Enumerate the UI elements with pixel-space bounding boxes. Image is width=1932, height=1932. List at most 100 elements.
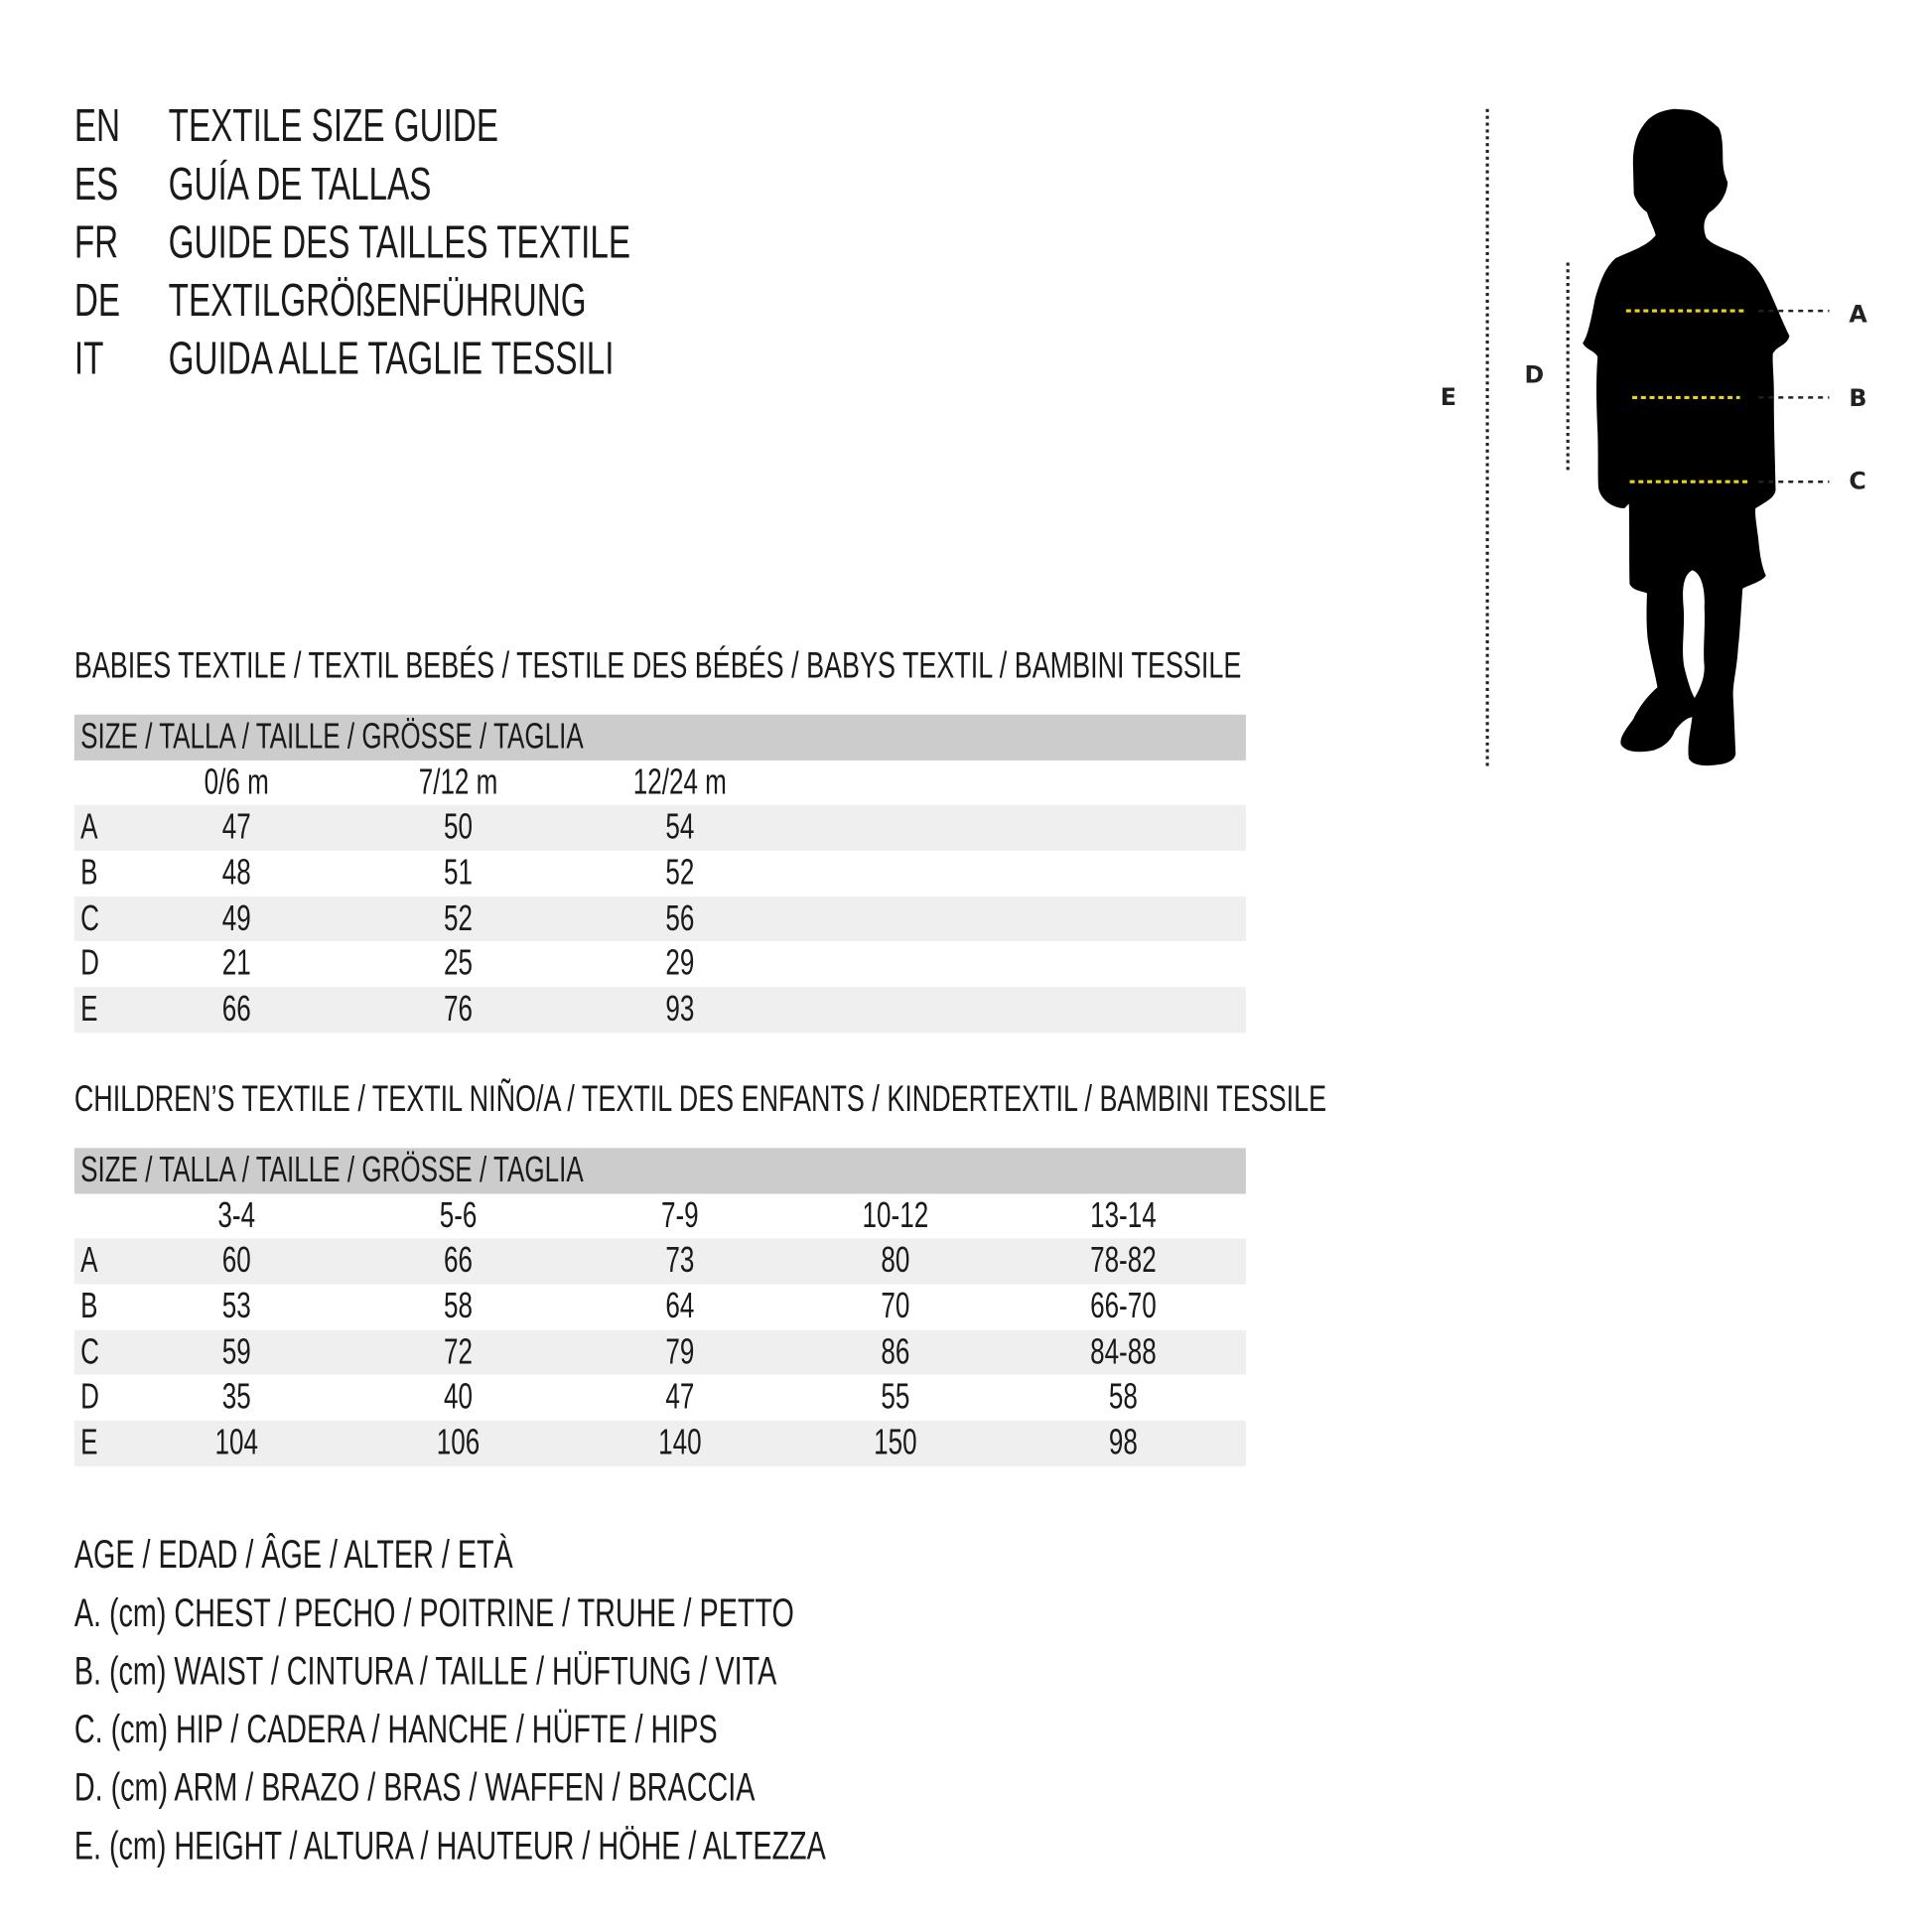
babies-size-table: SIZE / TALLA / TAILLE / GRÖSSE / TAGLIA 0… [73, 714, 1246, 1034]
row-label: B [80, 1285, 104, 1330]
language-code-text: DE [73, 274, 121, 327]
table-cell-value: 58 [444, 1287, 474, 1327]
row-label: B [80, 851, 104, 897]
table-cell: 79 [665, 1329, 720, 1375]
label-c: C [1849, 468, 1865, 495]
legend-item-text: B. (cm) WAIST / CINTURA / TAILLE / HÜFTU… [73, 1648, 777, 1694]
table-row: B 53 58 64 70 66-70 [74, 1285, 1246, 1330]
table-cell: 29 [665, 942, 720, 988]
title-text: TEXTILE SIZE GUIDE [169, 99, 627, 154]
table-cell-value: 58 [1108, 1377, 1138, 1418]
language-code-text: IT [73, 333, 104, 384]
table-cell-value: 84-88 [1090, 1331, 1157, 1372]
children-heading: CHILDREN’S TEXTILE / TEXTIL NIÑO/A / TEX… [74, 1077, 1814, 1122]
table-cell-value: 73 [665, 1241, 695, 1282]
row-label-text: D [80, 1377, 99, 1418]
legend-item: A. (cm) CHEST / PECHO / POITRINE / TRUHE… [74, 1587, 1074, 1637]
row-label: E [80, 987, 104, 1033]
table-cell: 59 [222, 1329, 276, 1375]
column-header: 7/12 m [419, 760, 569, 806]
table-cell: 60 [222, 1239, 276, 1285]
table-cell-value: 51 [444, 853, 474, 894]
column-header: 5-6 [440, 1193, 510, 1239]
table-cell: 66 [222, 987, 276, 1033]
table-cell-value: 64 [665, 1287, 695, 1327]
children-size-table: SIZE / TALLA / TAILLE / GRÖSSE / TAGLIA 3… [73, 1148, 1246, 1466]
row-label-text: A [80, 1241, 98, 1282]
size-header-label: SIZE / TALLA / TAILLE / GRÖSSE / TAGLIA [80, 715, 779, 760]
age-label: AGE / EDAD / ÂGE / ALTER / ETÀ [74, 1530, 684, 1580]
table-row: A 60 66 73 80 78-82 [73, 1238, 1246, 1285]
table-cell: 106 [437, 1421, 518, 1466]
table-cell: 55 [881, 1375, 935, 1421]
row-label: C [80, 897, 106, 942]
row-label: E [80, 1421, 104, 1466]
table-row: A 47 50 54 [73, 805, 1246, 852]
table-cell: 21 [222, 942, 276, 988]
table-row: E 104 106 140 150 98 [73, 1420, 1246, 1466]
legend-item: D. (cm) ARM / BRAZO / BRAS / WAFFEN / BR… [74, 1762, 1020, 1812]
table-cell: 86 [881, 1329, 935, 1375]
column-header-text: 7/12 m [418, 762, 498, 802]
table-cell-value: 104 [214, 1423, 258, 1463]
table-cell-value: 86 [881, 1331, 910, 1372]
table-cell-value: 54 [665, 807, 695, 848]
table-cell-value: 106 [436, 1423, 481, 1463]
table-cell: 78-82 [1090, 1239, 1215, 1285]
table-cell-value: 50 [444, 807, 474, 848]
table-cell: 80 [881, 1239, 935, 1285]
age-label-text: AGE / EDAD / ÂGE / ALTER / ETÀ [73, 1532, 513, 1577]
table-cell-value: 59 [221, 1331, 251, 1372]
column-header-text: 12/24 m [632, 762, 727, 802]
column-header-text: 13-14 [1090, 1195, 1157, 1236]
table-cell: 47 [222, 805, 276, 851]
table-cell-value: 72 [444, 1331, 474, 1372]
table-cell-value: 55 [881, 1377, 910, 1418]
title-text: GUÍA DE TALLAS [169, 157, 534, 211]
table-cell: 64 [665, 1285, 720, 1330]
child-silhouette-icon [1583, 108, 1790, 766]
table-cell-value: 35 [221, 1377, 251, 1418]
table-cell: 84-88 [1090, 1329, 1215, 1375]
table-cell-value: 70 [881, 1287, 910, 1327]
table-cell-value: 98 [1108, 1423, 1138, 1463]
language-code-text: FR [73, 216, 119, 268]
legend-item-text: C. (cm) HIP / CADERA / HANCHE / HÜFTE / … [73, 1706, 718, 1751]
label-d: D [1525, 360, 1545, 388]
label-e: E [1441, 383, 1456, 411]
table-cell-value: 79 [665, 1331, 695, 1372]
table-cell-value: 47 [665, 1377, 695, 1418]
column-header: 13-14 [1090, 1193, 1215, 1239]
title-text: TEXTILGRÖßENFÜHRUNG [169, 274, 750, 329]
table-cell: 25 [444, 942, 498, 988]
table-cell: 49 [222, 897, 276, 942]
column-header-text: 0/6 m [204, 762, 269, 802]
table-cell-value: 21 [221, 944, 251, 984]
table-cell: 70 [881, 1285, 935, 1330]
table-row: D 35 40 47 55 58 [74, 1375, 1246, 1421]
table-cell-value: 140 [658, 1423, 702, 1463]
column-header-row: 0/6 m 7/12 m 12/24 m [74, 760, 1246, 806]
table-cell: 56 [665, 897, 720, 942]
legend-item: E. (cm) HEIGHT / ALTURA / HAUTEUR / HÖHE… [74, 1821, 1118, 1870]
legend-item-text: D. (cm) ARM / BRAZO / BRAS / WAFFEN / BR… [73, 1764, 756, 1810]
size-header-text: SIZE / TALLA / TAILLE / GRÖSSE / TAGLIA [80, 1150, 584, 1190]
children-heading-text: CHILDREN’S TEXTILE / TEXTIL NIÑO/A / TEX… [73, 1078, 1327, 1120]
table-cell: 51 [444, 851, 498, 897]
table-cell-value: 78-82 [1090, 1241, 1157, 1282]
language-code: FR [74, 215, 136, 270]
table-cell: 40 [444, 1375, 498, 1421]
table-cell: 35 [222, 1375, 276, 1421]
title-text: GUIDE DES TAILLES TEXTILE [169, 215, 810, 270]
babies-heading: BABIES TEXTILE / TEXTIL BEBÉS / TESTILE … [74, 644, 1696, 689]
table-cell-value: 53 [221, 1287, 251, 1327]
table-cell-value: 25 [444, 944, 474, 984]
table-cell-value: 66 [444, 1241, 474, 1282]
row-label-text: A [80, 807, 98, 848]
title-text-value: TEXTILE SIZE GUIDE [168, 100, 499, 152]
size-header-label: SIZE / TALLA / TAILLE / GRÖSSE / TAGLIA [80, 1148, 779, 1193]
table-cell: 104 [215, 1421, 296, 1466]
title-text-value: GUÍA DE TALLAS [168, 158, 432, 209]
row-label-text: B [80, 1287, 98, 1327]
